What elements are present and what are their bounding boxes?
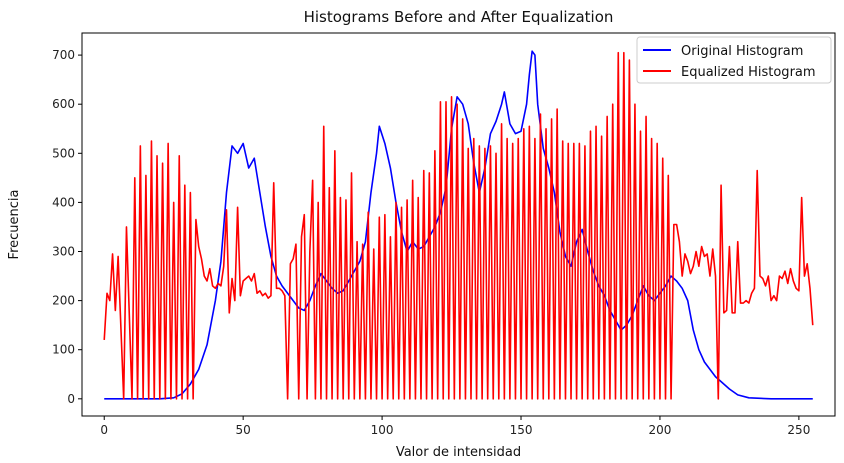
y-tick-label: 600 bbox=[52, 97, 75, 111]
legend-entry-equalized: Equalized Histogram bbox=[681, 65, 816, 80]
x-tick-label: 100 bbox=[371, 423, 394, 437]
series-layer bbox=[103, 50, 814, 400]
y-tick-label: 500 bbox=[52, 146, 75, 160]
x-tick-label: 150 bbox=[510, 423, 533, 437]
y-tick-label: 300 bbox=[52, 245, 75, 259]
x-tick-label: 250 bbox=[787, 423, 810, 437]
x-axis-label: Valor de intensidad bbox=[396, 445, 521, 460]
x-tick-label: 50 bbox=[236, 423, 251, 437]
series-line-equalized bbox=[103, 51, 814, 400]
y-tick-label: 400 bbox=[52, 195, 75, 209]
y-tick-label: 0 bbox=[67, 392, 75, 406]
y-tick-label: 200 bbox=[52, 294, 75, 308]
y-tick-label: 700 bbox=[52, 48, 75, 62]
legend: Original Histogram Equalized Histogram bbox=[636, 36, 832, 84]
x-tick-label: 0 bbox=[100, 423, 108, 437]
legend-box bbox=[636, 36, 832, 84]
plot-area: 0 50 100 150 200 250 0 100 200 300 400 500 600 700 bbox=[52, 32, 836, 437]
y-axis-label: Frecuencia bbox=[7, 190, 22, 260]
x-axis-ticks: 0 50 100 150 200 250 bbox=[100, 416, 810, 437]
y-tick-label: 100 bbox=[52, 343, 75, 357]
chart-title: Histograms Before and After Equalization bbox=[304, 8, 614, 26]
y-axis-ticks: 0 100 200 300 400 500 600 700 bbox=[52, 48, 82, 406]
legend-entry-original: Original Histogram bbox=[681, 44, 803, 59]
x-tick-label: 200 bbox=[648, 423, 671, 437]
